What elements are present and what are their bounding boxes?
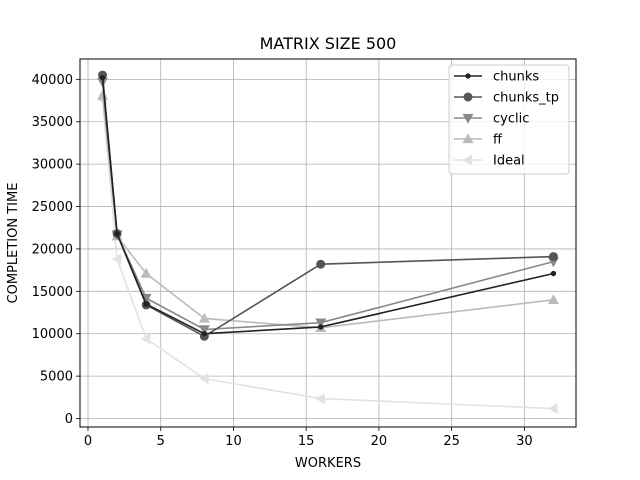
y-tick-label: 10000 bbox=[32, 327, 73, 342]
legend-marker-ideal bbox=[462, 154, 473, 166]
data-point-chunks-tp bbox=[316, 259, 326, 269]
x-tick-label: 25 bbox=[443, 434, 460, 449]
y-tick-label: 25000 bbox=[32, 200, 73, 215]
y-tick-label: 20000 bbox=[32, 242, 73, 257]
data-point-ideal bbox=[111, 253, 122, 265]
legend-item-ideal: Ideal bbox=[454, 154, 525, 169]
x-tick-label: 15 bbox=[298, 434, 315, 449]
y-tick-label: 0 bbox=[65, 412, 73, 427]
legend-item-ff: ff bbox=[454, 133, 503, 148]
y-tick-label: 30000 bbox=[32, 158, 73, 173]
data-point-chunks-tp bbox=[548, 252, 558, 262]
data-point-ideal bbox=[547, 403, 558, 414]
data-point-chunks bbox=[201, 331, 208, 337]
data-point-chunks bbox=[114, 230, 120, 237]
legend-label: chunks_tp bbox=[493, 91, 559, 106]
data-point-ideal bbox=[140, 333, 151, 345]
data-point-ideal bbox=[198, 373, 209, 385]
plot-frame bbox=[79, 58, 577, 428]
x-tick-label: 20 bbox=[371, 434, 388, 449]
legend-marker-cyclic bbox=[462, 113, 474, 124]
legend-item-chunks: chunks bbox=[454, 70, 539, 85]
data-point-chunks bbox=[143, 301, 149, 307]
series-chunks bbox=[99, 74, 557, 337]
y-tick-label: 5000 bbox=[40, 370, 73, 385]
data-point-ff bbox=[548, 294, 559, 304]
legend-marker-ff bbox=[462, 133, 474, 144]
legend-marker-chunks bbox=[465, 73, 471, 79]
data-point-cyclic bbox=[315, 318, 327, 329]
series-layer bbox=[96, 70, 559, 414]
x-axis-label: WORKERS bbox=[295, 456, 361, 471]
data-point-chunks bbox=[99, 74, 106, 81]
data-point-chunks bbox=[318, 324, 324, 330]
y-tick-label: 40000 bbox=[32, 73, 73, 88]
legend-label: ff bbox=[493, 133, 503, 148]
data-point-chunks bbox=[550, 270, 557, 277]
axis-ticks: 0 5 10 15 20 25 30 0 5000 10000 15000 20000 25000 300… bbox=[32, 73, 533, 449]
x-tick-label: 5 bbox=[157, 434, 165, 449]
x-tick-label: 10 bbox=[225, 434, 242, 449]
y-tick-label: 35000 bbox=[32, 115, 73, 130]
x-tick-label: 0 bbox=[84, 434, 92, 449]
series-line-chunks bbox=[101, 77, 554, 335]
x-tick-label: 30 bbox=[516, 434, 533, 449]
data-point-ff bbox=[140, 267, 152, 278]
legend-marker-chunks-tp bbox=[463, 92, 473, 102]
data-point-ff bbox=[198, 312, 210, 323]
legend-label: chunks bbox=[493, 70, 539, 85]
legend-item-chunks-tp: chunks_tp bbox=[454, 91, 559, 106]
legend-label: Ideal bbox=[493, 154, 525, 169]
data-point-ideal bbox=[315, 393, 325, 405]
chart-title: MATRIX SIZE 500 bbox=[260, 34, 397, 53]
legend-box bbox=[448, 64, 570, 175]
y-tick-label: 15000 bbox=[32, 285, 73, 300]
y-axis-label: COMPLETION TIME bbox=[6, 183, 21, 304]
grid bbox=[80, 59, 576, 427]
legend-item-cyclic: cyclic bbox=[454, 112, 529, 127]
legend-label: cyclic bbox=[493, 112, 529, 127]
data-point-cyclic bbox=[198, 325, 210, 336]
